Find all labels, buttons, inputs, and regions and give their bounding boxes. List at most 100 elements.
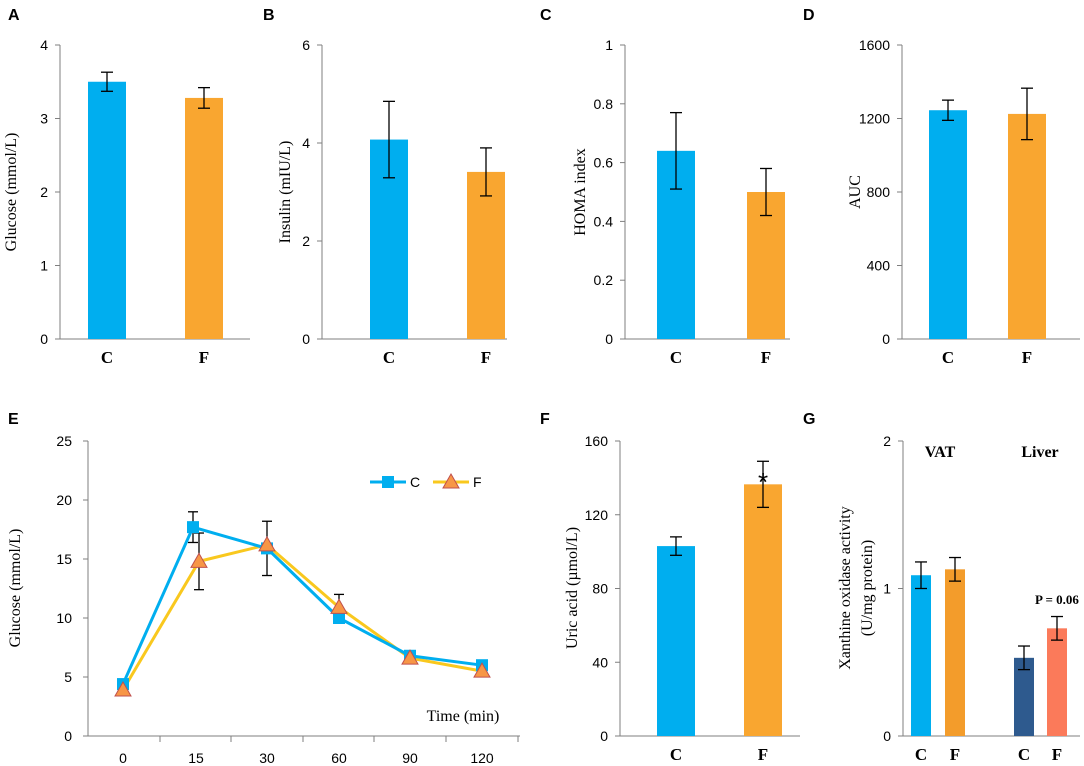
error-bar-c [760, 167, 772, 217]
panel-label-e: E [8, 411, 19, 428]
legend-label-f: F [473, 474, 482, 490]
x-tick-label-b: C [383, 348, 395, 367]
y-tick-label-e: 10 [56, 610, 72, 626]
y-tick-label-c: 0 [605, 331, 613, 347]
y-axis-label-g: Xanthine oxidase activity [837, 506, 854, 670]
p-value-annotation: P = 0.06 [1035, 592, 1079, 607]
bar-g-c-liver [1014, 657, 1034, 736]
panel-label-d: D [803, 7, 815, 24]
error-bar-c [670, 111, 682, 190]
bar-g-f-vat [945, 569, 965, 736]
error-bar-f [670, 536, 682, 556]
x-tick-label-b: F [481, 348, 491, 367]
y-axis-label-a: Glucose (mmol/L) [3, 133, 20, 252]
y-axis-label-e: Glucose (mmol/L) [7, 529, 24, 648]
x-tick-label-g: F [1052, 745, 1062, 764]
y-axis-label-2-g: (U/mg protein) [859, 540, 876, 636]
x-tick-label-a: F [199, 348, 209, 367]
error-bar-g [1051, 615, 1063, 641]
panel-label-c: C [540, 7, 552, 24]
y-tick-label-a: 3 [40, 111, 48, 127]
legend-label-c: C [410, 474, 420, 490]
x-tick-label-e: 90 [402, 750, 418, 766]
legend-marker-c [382, 476, 394, 488]
x-tick-label-a: C [101, 348, 113, 367]
y-axis-label-c: HOMA index [572, 148, 589, 236]
y-tick-label-a: 4 [40, 37, 48, 53]
bar-f-f [744, 484, 782, 736]
error-bar-b [383, 100, 395, 179]
error-bar-g [915, 561, 927, 590]
bar-f-c [657, 546, 695, 736]
x-tick-label-e: 0 [119, 750, 127, 766]
y-tick-label-d: 800 [867, 184, 891, 200]
y-tick-label-c: 0.8 [594, 96, 614, 112]
x-tick-label-g: C [915, 745, 927, 764]
y-tick-label-g: 0 [883, 728, 891, 744]
panel-label-a: A [8, 7, 20, 24]
y-axis-label-d: AUC [847, 175, 864, 209]
y-tick-label-e: 20 [56, 492, 72, 508]
x-tick-label-e: 15 [188, 750, 204, 766]
y-tick-label-c: 0.6 [594, 155, 614, 171]
x-tick-label-g: F [950, 745, 960, 764]
x-tick-label-d: F [1022, 348, 1032, 367]
bar-a-f [185, 97, 223, 339]
y-tick-label-a: 0 [40, 331, 48, 347]
group-label-vat: VAT [925, 444, 956, 461]
x-tick-label-c: C [670, 348, 682, 367]
x-tick-label-d: C [942, 348, 954, 367]
error-bar-a [101, 71, 113, 92]
y-tick-label-g: 2 [883, 433, 891, 449]
y-tick-label-e: 0 [64, 728, 72, 744]
x-tick-label-e: 120 [470, 750, 494, 766]
error-bar-f [757, 460, 769, 509]
series-line-c [121, 525, 483, 685]
x-axis-label-e: Time (min) [427, 708, 500, 725]
error-bar-g [1018, 645, 1030, 671]
y-tick-label-d: 0 [882, 331, 890, 347]
bar-a-c [88, 81, 126, 339]
y-tick-label-b: 6 [302, 37, 310, 53]
marker-e-c [333, 612, 345, 624]
y-tick-label-c: 0.2 [594, 272, 614, 288]
series-line-f [121, 543, 483, 691]
marker-e-f [473, 662, 491, 678]
y-tick-label-a: 2 [40, 184, 48, 200]
x-tick-label-f: F [758, 745, 768, 764]
y-tick-label-f: 160 [585, 433, 609, 449]
bar-g-f-liver [1047, 628, 1067, 736]
bar-d-c [929, 110, 967, 339]
x-tick-label-e: 60 [331, 750, 347, 766]
marker-e-c [187, 521, 199, 534]
panel-label-g: G [803, 411, 815, 428]
marker-e-f [401, 649, 419, 665]
y-tick-label-c: 0.4 [594, 213, 614, 229]
x-tick-label-e: 30 [259, 750, 275, 766]
y-tick-label-d: 1200 [859, 111, 890, 127]
y-tick-label-f: 40 [592, 654, 608, 670]
y-tick-label-e: 5 [64, 669, 72, 685]
y-tick-label-c: 1 [605, 37, 613, 53]
y-tick-label-f: 0 [600, 728, 608, 744]
y-axis-label-b: Insulin (mIU/L) [277, 141, 294, 244]
marker-e-f [114, 680, 132, 697]
error-bar-d [942, 99, 954, 121]
y-tick-label-f: 120 [585, 507, 609, 523]
marker-e-f [190, 552, 208, 568]
bar-d-f [1008, 113, 1046, 339]
x-tick-label-c: F [761, 348, 771, 367]
error-bar-a [198, 86, 210, 109]
error-bar-g [949, 556, 961, 582]
bar-c-f [747, 192, 785, 339]
y-tick-label-d: 1600 [859, 37, 890, 53]
error-bar-d [1021, 87, 1033, 141]
x-tick-label-g: C [1018, 745, 1030, 764]
y-tick-label-d: 400 [867, 258, 891, 274]
marker-e-f [258, 535, 276, 552]
y-tick-label-a: 1 [40, 258, 48, 274]
y-tick-label-b: 4 [302, 135, 310, 151]
group-label-liver: Liver [1021, 444, 1058, 461]
y-tick-label-b: 0 [302, 331, 310, 347]
